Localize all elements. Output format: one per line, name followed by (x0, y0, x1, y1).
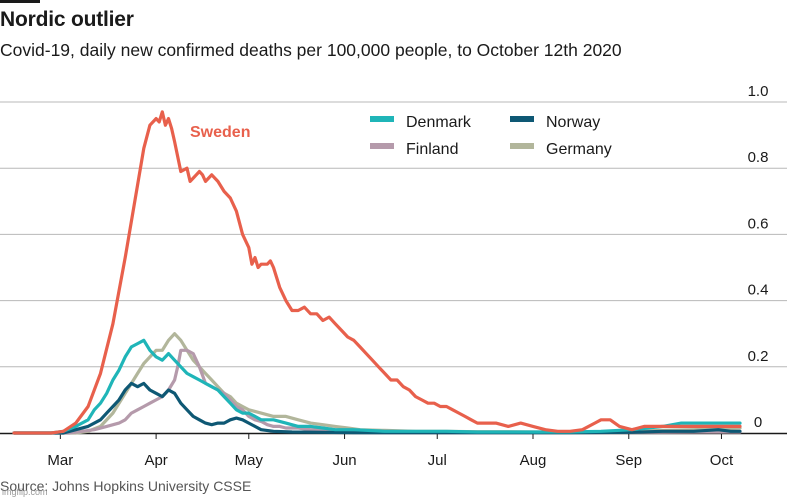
legend-swatch-germany (510, 143, 534, 149)
x-tick-label: May (235, 452, 264, 469)
y-tick-label: 0 (754, 414, 762, 431)
series-line-denmark (12, 338, 742, 435)
legend-swatch-finland (370, 143, 394, 149)
x-tick-label: Sep (615, 452, 642, 469)
y-tick-label: 0.4 (748, 282, 769, 299)
y-axis-ticks: 0 0.2 0.4 0.6 0.8 1.0 (748, 83, 769, 431)
x-tick-label: Aug (520, 452, 547, 469)
x-tick-label: Apr (144, 452, 167, 469)
legend-label-germany: Germany (546, 141, 612, 158)
x-tick-label: Mar (47, 452, 73, 469)
x-tick-label: Jul (428, 452, 447, 469)
legend-label-denmark: Denmark (406, 114, 472, 131)
y-tick-label: 0.6 (748, 215, 769, 232)
series-line-norway (12, 381, 742, 435)
legend-swatch-norway (510, 116, 534, 122)
x-tick-label: Jun (332, 452, 356, 469)
x-tick-label: Oct (710, 452, 734, 469)
x-axis: Mar Apr May Jun Jul Aug Sep Oct (0, 432, 787, 469)
header-rule (0, 0, 40, 3)
watermark: imgflip.com (2, 487, 48, 497)
sweden-label: Sweden (190, 124, 250, 141)
chart-subtitle: Covid-19, daily new confirmed deaths per… (0, 40, 622, 60)
legend-label-finland: Finland (406, 141, 458, 158)
series-lines (12, 110, 742, 435)
legend: Denmark Norway Finland Germany (370, 114, 612, 158)
series-line-germany (12, 332, 742, 435)
series-line-sweden (12, 110, 742, 435)
source-note: Source: Johns Hopkins University CSSE (0, 478, 252, 494)
y-tick-label: 1.0 (748, 83, 769, 100)
gridlines (0, 101, 787, 368)
legend-swatch-denmark (370, 116, 394, 122)
y-tick-label: 0.8 (748, 149, 769, 166)
y-tick-label: 0.2 (748, 348, 769, 365)
legend-label-norway: Norway (546, 114, 600, 131)
chart-title: Nordic outlier (0, 8, 134, 31)
